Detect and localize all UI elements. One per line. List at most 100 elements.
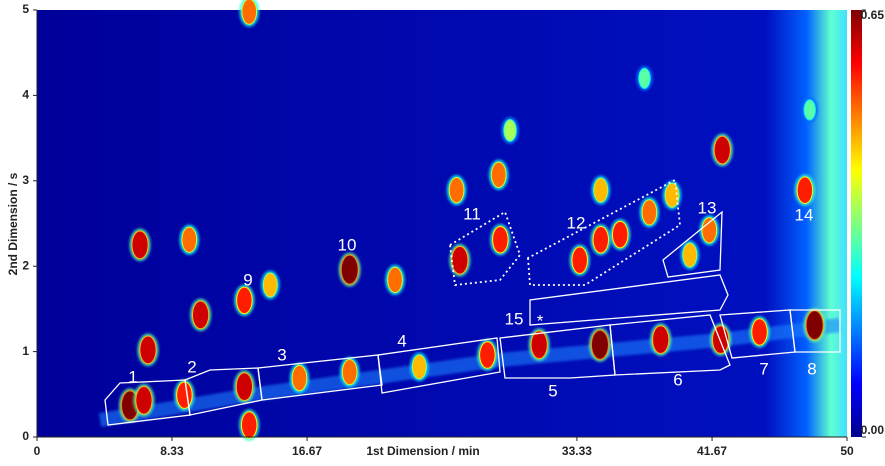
region-outline <box>609 314 731 376</box>
y-tick-label: 2 <box>22 258 29 272</box>
region-label: * <box>537 311 544 330</box>
peak <box>569 244 590 276</box>
x-tick-label: 33.33 <box>562 444 592 458</box>
peak-core <box>713 326 729 354</box>
y-tick-label: 4 <box>22 88 29 102</box>
region-label: 5 <box>548 381 557 400</box>
peak <box>801 97 819 123</box>
peak-core <box>531 331 547 359</box>
peak <box>749 316 770 348</box>
peak-core <box>341 255 358 284</box>
x-tick-label: 8.33 <box>160 444 184 458</box>
peak-core <box>237 287 252 314</box>
peak <box>636 65 653 92</box>
peak-core <box>714 136 730 164</box>
peak <box>803 308 826 343</box>
peak-core <box>182 227 197 252</box>
peak <box>409 352 429 382</box>
peak <box>501 117 519 144</box>
peak <box>174 379 195 411</box>
peak-core <box>263 273 277 297</box>
region-label: 6 <box>673 370 682 389</box>
y-tick-label: 3 <box>22 173 29 187</box>
region-label: 7 <box>759 359 768 378</box>
peak-core <box>702 218 717 243</box>
peak <box>385 264 405 296</box>
region-outline <box>789 309 841 353</box>
y-tick-label: 1 <box>22 344 29 358</box>
peak-core <box>388 267 402 293</box>
peak <box>233 370 255 403</box>
x-tick-label: 41.67 <box>697 444 727 458</box>
peak-core <box>572 247 587 273</box>
peak <box>609 218 631 251</box>
peak <box>650 323 672 357</box>
region-label: 15 <box>505 309 524 328</box>
region-label: 3 <box>277 345 286 364</box>
peak-core <box>504 120 516 141</box>
region-outline <box>499 324 616 379</box>
peak-core <box>752 319 767 345</box>
region-label: 13 <box>698 198 717 217</box>
y-axis-label: 2nd Dimension / s <box>6 172 20 275</box>
region-label: 11 <box>463 204 481 223</box>
peak <box>588 327 611 362</box>
region-label: 1 <box>128 367 137 386</box>
peak-core <box>493 226 508 253</box>
peak <box>234 284 255 317</box>
region-label: 14 <box>795 205 814 224</box>
y-tick-label: 0 <box>22 429 29 443</box>
peak-core <box>612 221 628 248</box>
peak-core <box>193 301 209 329</box>
x-tick-label: 50 <box>840 444 854 458</box>
peak <box>528 328 550 362</box>
peak-core <box>177 382 192 408</box>
peak-core <box>241 412 257 438</box>
peak-core <box>449 178 464 203</box>
peak-core <box>242 0 257 24</box>
peak-core <box>642 200 657 225</box>
peak-core <box>593 226 608 253</box>
peak <box>680 240 700 270</box>
peak <box>446 175 467 206</box>
peak-core <box>804 100 816 120</box>
peak-core <box>797 177 813 203</box>
peak-core <box>665 183 679 207</box>
peak-core <box>292 365 307 391</box>
colorbar-tick-label: 0.65 <box>861 8 885 22</box>
peak <box>794 174 816 206</box>
region-label: 10 <box>338 235 357 254</box>
peak-core <box>412 355 426 379</box>
peak-core <box>452 246 468 274</box>
peak-core <box>136 386 152 414</box>
peak <box>639 197 660 228</box>
peak-core <box>140 336 156 364</box>
region-label: 2 <box>187 357 196 376</box>
peak <box>449 243 471 277</box>
region-label: 8 <box>807 359 816 378</box>
peak <box>133 383 155 417</box>
x-tick-label: 0 <box>34 444 41 458</box>
peak-core <box>683 243 697 267</box>
colorbar <box>851 10 862 437</box>
colorbar-tick-label: 0.00 <box>861 423 885 437</box>
peak <box>339 356 360 388</box>
peak-core <box>236 373 252 400</box>
peak-core <box>653 326 669 354</box>
peak <box>239 0 260 27</box>
peak <box>129 228 151 262</box>
peak <box>238 409 260 441</box>
peak <box>477 339 498 371</box>
peak-core <box>591 330 608 359</box>
peak <box>179 224 200 255</box>
region-outline <box>662 210 723 278</box>
region-outline <box>377 337 501 394</box>
peak-core <box>491 162 506 187</box>
peak <box>591 175 611 205</box>
peak <box>699 215 720 246</box>
x-tick-label: 16.67 <box>292 444 322 458</box>
y-tick-label: 5 <box>22 2 29 16</box>
x-axis-label: 1st Dimension / min <box>366 444 479 458</box>
